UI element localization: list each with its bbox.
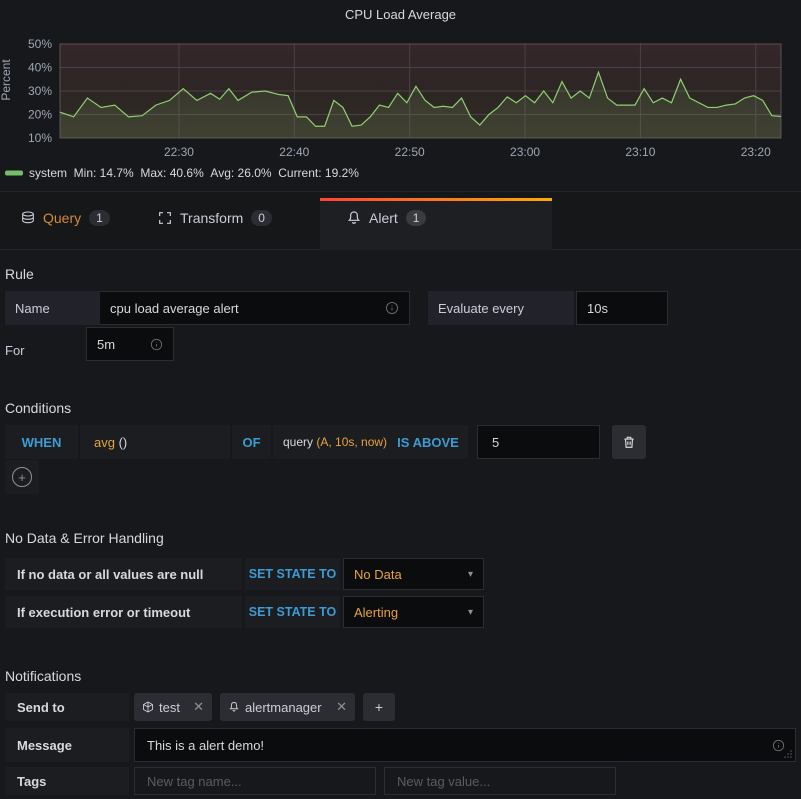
svg-text:22:30: 22:30 — [164, 145, 194, 159]
svg-text:50%: 50% — [28, 37, 52, 51]
svg-text:40%: 40% — [28, 61, 52, 75]
svg-text:20%: 20% — [28, 108, 52, 122]
svg-text:22:50: 22:50 — [395, 145, 425, 159]
svg-text:23:20: 23:20 — [741, 145, 771, 159]
svg-text:23:00: 23:00 — [510, 145, 540, 159]
svg-text:23:10: 23:10 — [625, 145, 655, 159]
svg-text:30%: 30% — [28, 84, 52, 98]
svg-text:10%: 10% — [28, 131, 52, 145]
svg-text:Percent: Percent — [0, 59, 13, 101]
svg-text:22:40: 22:40 — [279, 145, 309, 159]
